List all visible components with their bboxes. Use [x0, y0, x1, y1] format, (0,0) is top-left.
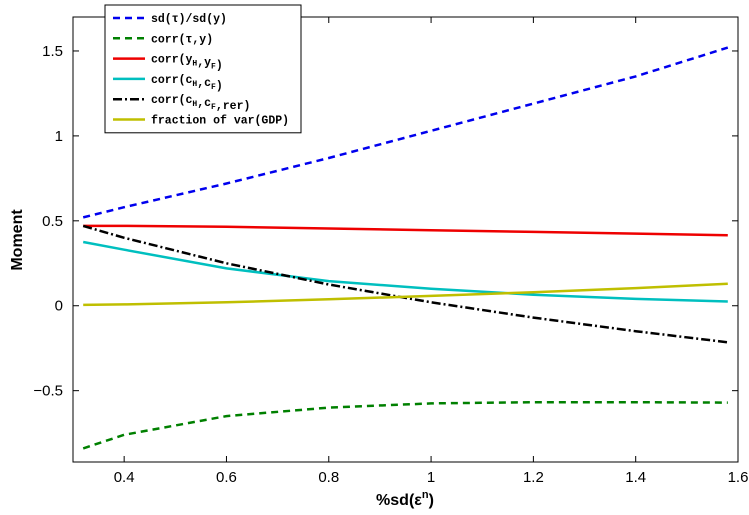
x-ticks: 0.4 0.6 0.8 1 1.2 1.4 1.6 — [114, 17, 749, 486]
y-tick-label: −0.5 — [33, 383, 63, 400]
x-tick-label: 1.6 — [728, 469, 749, 486]
y-tick-label: 0 — [55, 298, 63, 315]
series-line — [83, 224, 728, 237]
x-tick-label: 1.4 — [625, 469, 646, 486]
x-tick-label: 0.4 — [114, 469, 135, 486]
legend-label: corr(cH,cF,rer) — [151, 94, 250, 113]
legend-label: fraction of var(GDP) — [151, 115, 289, 128]
legend-label: sd(τ)/sd(y) — [151, 13, 227, 26]
series-line — [82, 240, 728, 303]
x-axis-label: %sd(εn) — [376, 489, 434, 509]
series-line — [82, 46, 729, 219]
y-ticks: −0.5 0 0.5 1 1.5 — [33, 43, 738, 400]
y-tick-label: 1.5 — [42, 43, 63, 60]
legend: sd(τ)/sd(y)corr(τ,y)corr(yH,yF)corr(cH,c… — [104, 4, 302, 134]
x-tick-label: 0.8 — [318, 469, 339, 486]
x-tick-label: 0.6 — [216, 469, 237, 486]
x-tick-label: 1.2 — [523, 469, 544, 486]
legend-label: corr(yH,yF) — [151, 54, 223, 73]
series-line — [83, 282, 728, 307]
legend-label: corr(τ,y) — [151, 33, 213, 46]
series-lines — [82, 46, 729, 450]
y-axis-label: Moment — [9, 209, 26, 271]
legend-label: corr(cH,cF) — [151, 74, 223, 93]
series-line — [82, 224, 728, 344]
series-line — [82, 400, 728, 450]
y-tick-label: 1 — [55, 128, 63, 145]
x-tick-label: 1 — [427, 469, 435, 486]
legend-box — [104, 4, 302, 134]
y-tick-label: 0.5 — [42, 213, 63, 230]
